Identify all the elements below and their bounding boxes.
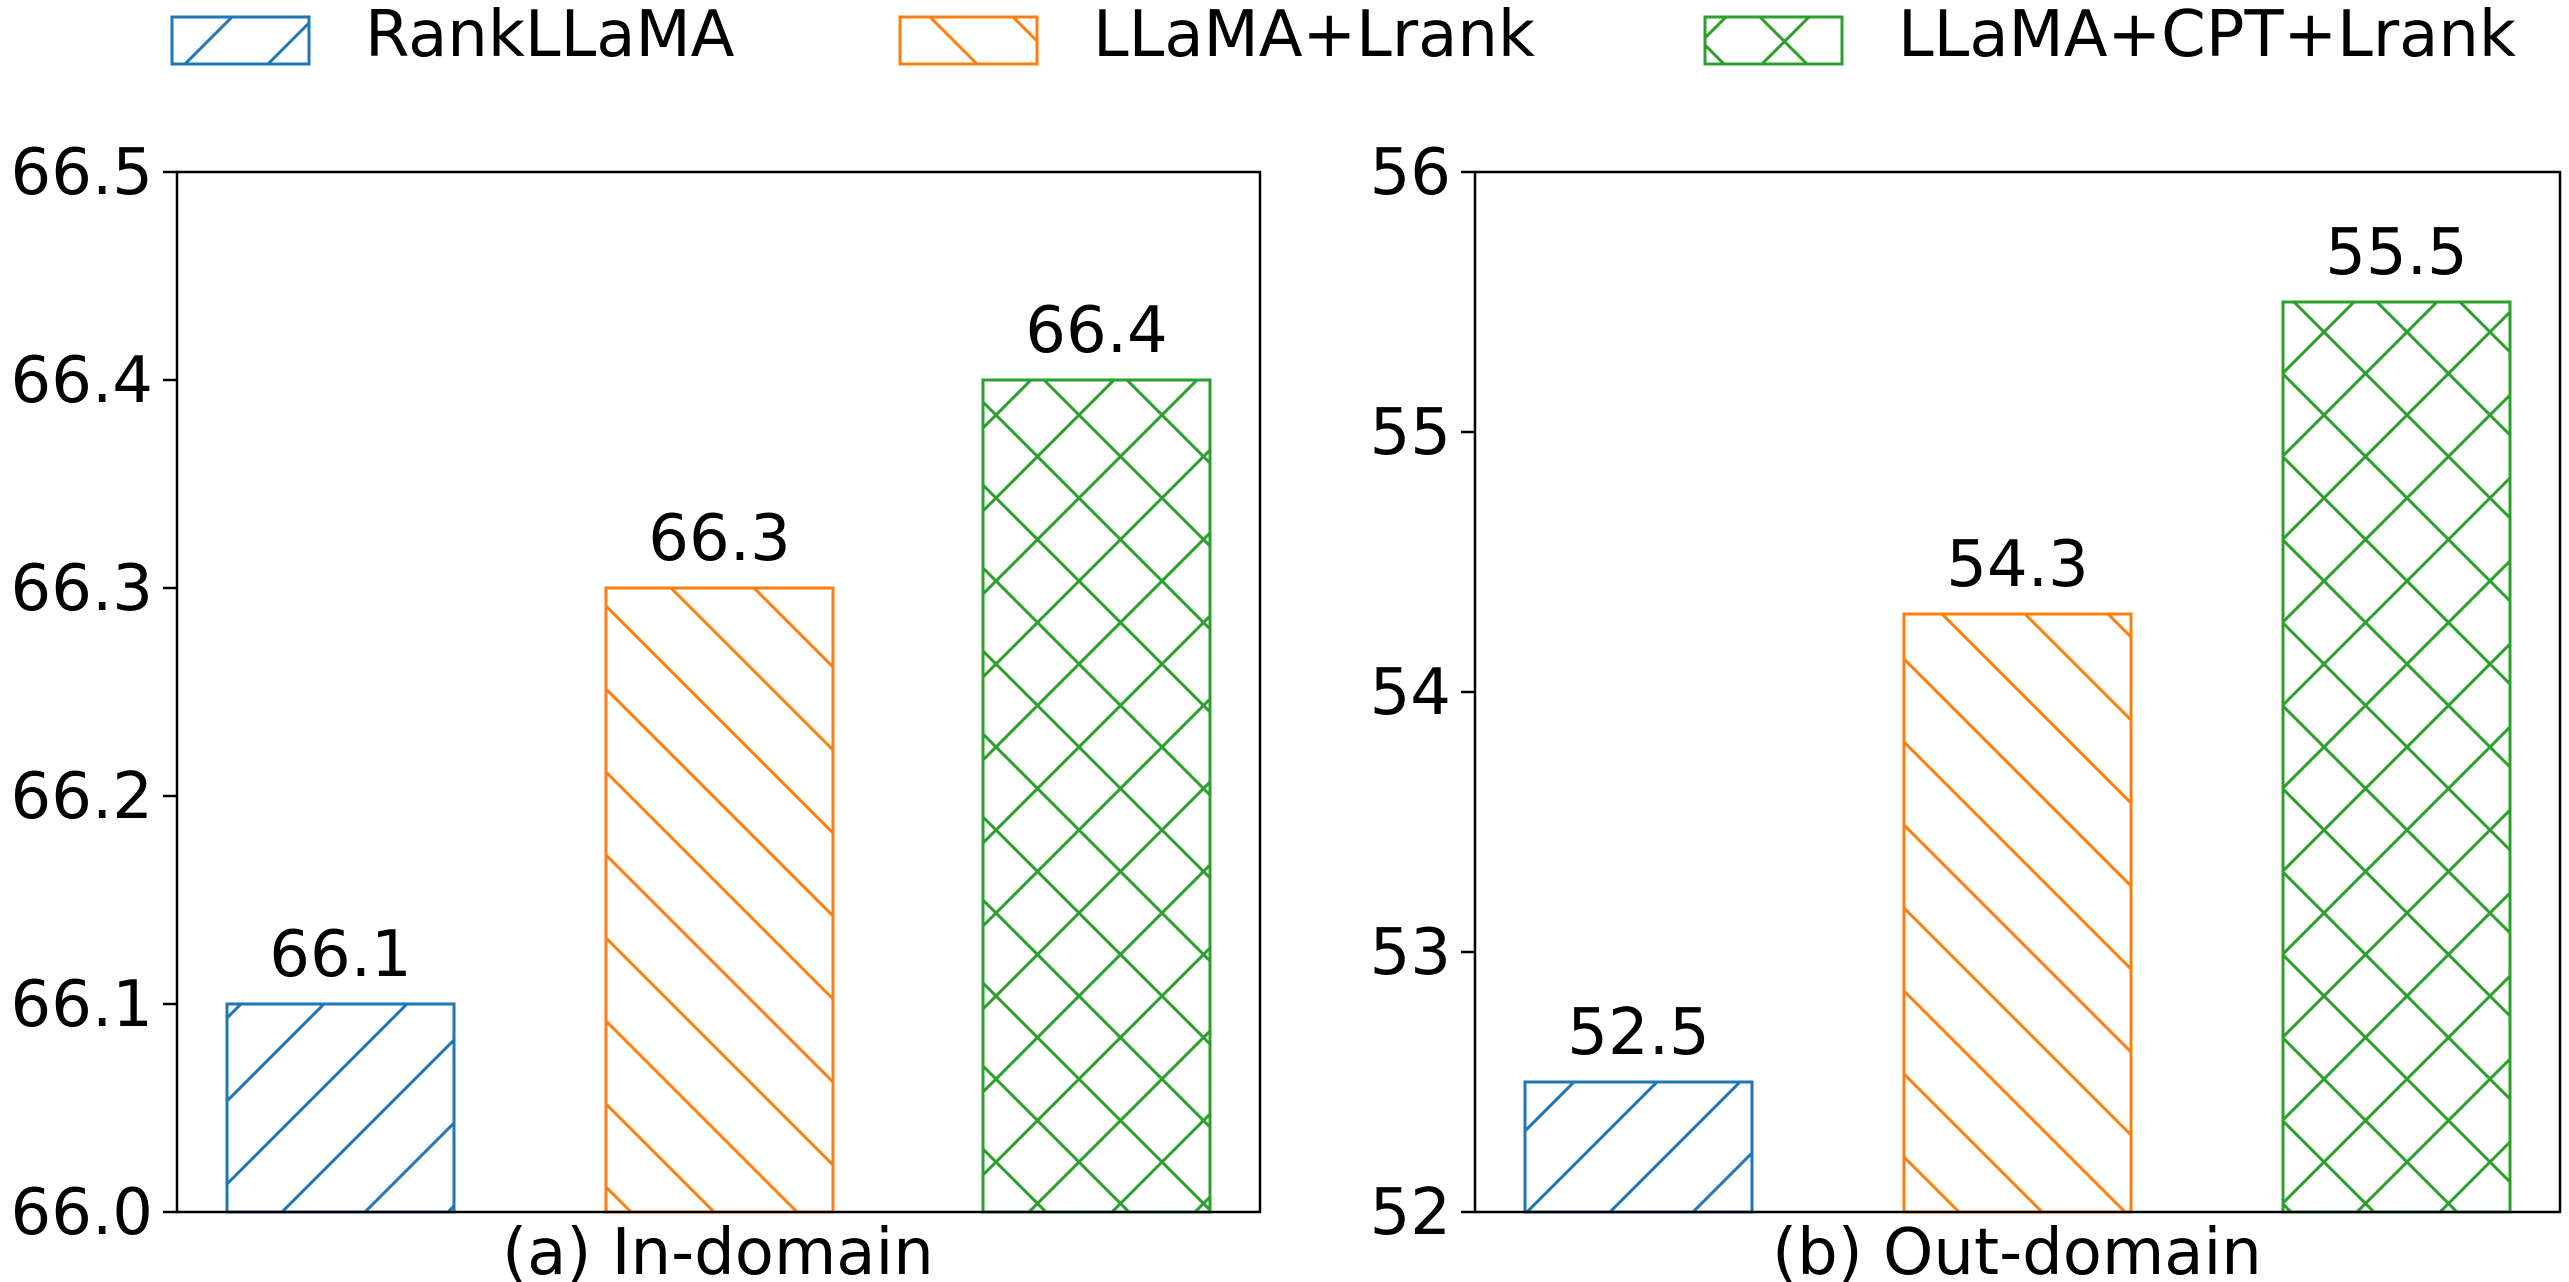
bar-0 bbox=[225, 1002, 456, 1214]
legend-label-1: LLaMA+Lrank bbox=[1093, 0, 1535, 72]
y-tick-label-2: 54 bbox=[1370, 656, 1451, 730]
bar-value-label-1: 66.3 bbox=[648, 502, 791, 576]
y-tick-label-2: 66.2 bbox=[11, 760, 154, 834]
panel-caption: (b) Out-domain bbox=[1772, 1216, 2262, 1282]
bar-0 bbox=[1523, 1080, 1754, 1214]
legend: RankLLaMA LLaMA+Lrank LLaMA+CPT+Lrank bbox=[170, 0, 2516, 72]
y-tick-label-0: 52 bbox=[1370, 1176, 1451, 1250]
legend-label-2: LLaMA+CPT+Lrank bbox=[1898, 0, 2516, 72]
chart-panel-in-domain: 66.1 66.3 66.4 66.0 66.1 66.2 66.3 66.4 66.5 (a) … bbox=[11, 136, 1262, 1282]
axes-frame bbox=[175, 170, 1262, 1214]
panel-caption: (a) In-domain bbox=[502, 1216, 934, 1282]
legend-item-1: LLaMA+Lrank bbox=[898, 0, 1535, 72]
bar-1 bbox=[1902, 612, 2133, 1214]
bar-value-label-2: 55.5 bbox=[2325, 216, 2468, 290]
bar-value-label-0: 52.5 bbox=[1567, 996, 1710, 1070]
y-tick-label-4: 56 bbox=[1370, 136, 1451, 210]
y-tick-label-4: 66.4 bbox=[11, 344, 154, 418]
y-tick-label-3: 66.3 bbox=[11, 552, 154, 626]
legend-item-2: LLaMA+CPT+Lrank bbox=[1703, 0, 2516, 72]
bar-2 bbox=[2281, 300, 2512, 1214]
legend-swatch-1 bbox=[898, 15, 1039, 66]
bar-value-label-1: 54.3 bbox=[1946, 528, 2089, 602]
y-tick-label-0: 66.0 bbox=[11, 1176, 154, 1250]
y-tick-label-1: 53 bbox=[1370, 916, 1451, 990]
legend-swatch-2 bbox=[1703, 15, 1844, 66]
legend-label-0: RankLLaMA bbox=[365, 0, 735, 72]
bar-value-label-0: 66.1 bbox=[269, 918, 412, 992]
chart-panel-out-domain: 52.5 54.3 55.5 52 53 54 55 56 (b) Out-domain bbox=[1370, 136, 2562, 1282]
legend-swatch-0 bbox=[170, 15, 311, 66]
bar-1 bbox=[604, 586, 835, 1214]
bar-value-label-2: 66.4 bbox=[1025, 294, 1168, 368]
y-tick-label-5: 66.5 bbox=[11, 136, 154, 210]
bar-2 bbox=[981, 378, 1212, 1214]
legend-item-0: RankLLaMA bbox=[170, 0, 735, 72]
y-tick-label-3: 55 bbox=[1370, 396, 1451, 470]
y-tick-label-1: 66.1 bbox=[11, 968, 154, 1042]
